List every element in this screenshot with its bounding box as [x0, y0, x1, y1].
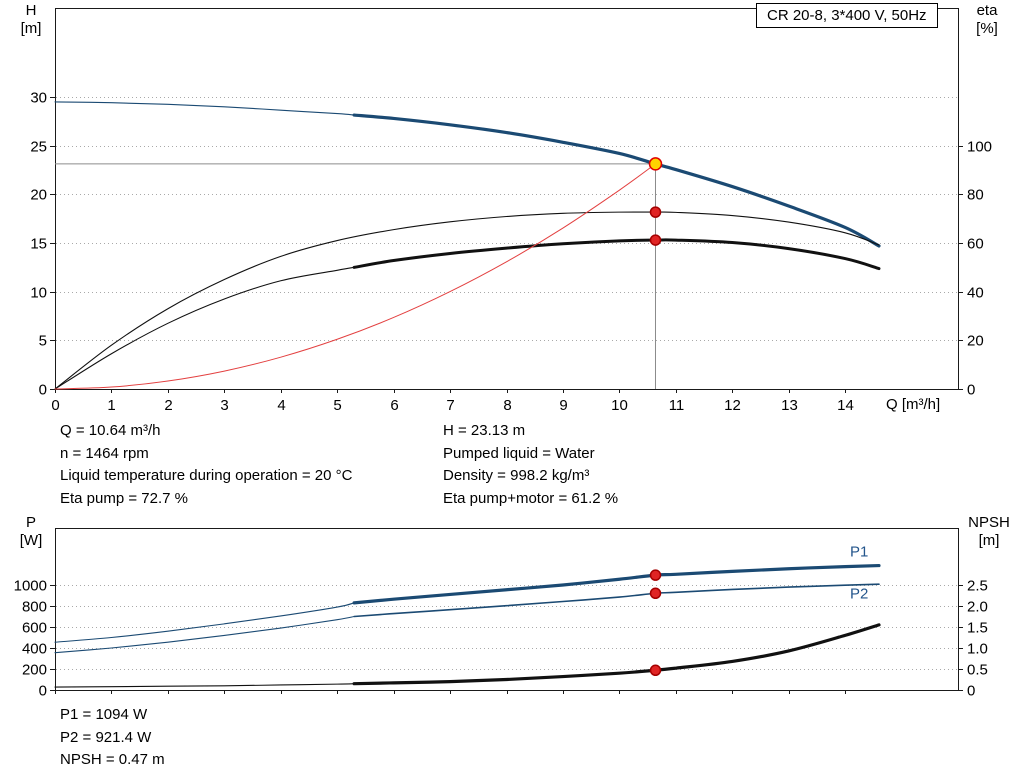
power-npsh-chart: 0 200 400 600 800 1000 0 0.5 1.0 1.5 2.0 2.5 P1 P2 — [14, 528, 988, 700]
p2-point — [649, 587, 662, 600]
p1-point — [649, 569, 662, 581]
head-axis-symbol: H — [25, 2, 37, 19]
npsh-text: NPSH = 0.47 m — [60, 751, 165, 769]
p1-curve — [352, 563, 881, 605]
eta-pump-curve — [54, 211, 880, 390]
svg-text:8: 8 — [503, 397, 511, 414]
svg-text:800: 800 — [22, 599, 47, 616]
pump-model-title: CR 20-8, 3*400 V, 50Hz — [756, 3, 938, 28]
svg-text:2.0: 2.0 — [967, 599, 988, 616]
power-axis-unit: [W] — [19, 532, 43, 549]
npsh-axis-title: NPSH [m] — [960, 514, 1018, 550]
operating-point[interactable] — [648, 157, 663, 171]
eta-pump-motor-text: Eta pump+motor = 61.2 % — [443, 489, 619, 507]
p1-curve-thin — [54, 602, 355, 643]
duty-head-text: H = 23.13 m — [443, 422, 526, 439]
eta-pump-point — [649, 206, 662, 218]
power-axis-symbol: P — [25, 514, 36, 531]
system-curve — [54, 163, 656, 390]
npsh-axis-symbol: NPSH — [968, 514, 1010, 531]
eta-axis-symbol: eta — [976, 2, 998, 19]
curve-label-p2: P2 — [850, 585, 868, 602]
svg-text:14: 14 — [837, 397, 854, 414]
duty-info-left: Q = 10.64 m³/h n = 1464 rpm Liquid tempe… — [60, 420, 352, 510]
head-curve-thin — [54, 101, 355, 116]
svg-text:2: 2 — [164, 397, 172, 414]
eta-axis-title: eta [%] — [964, 2, 1010, 38]
svg-text:60: 60 — [967, 236, 984, 253]
svg-text:1.0: 1.0 — [967, 641, 988, 658]
p1-text: P1 = 1094 W — [60, 706, 148, 723]
svg-text:40: 40 — [967, 285, 984, 302]
svg-text:1.5: 1.5 — [967, 620, 988, 637]
svg-text:5: 5 — [333, 397, 341, 414]
head-axis-title: H [m] — [11, 2, 51, 38]
duty-flow-text: Q = 10.64 m³/h — [60, 422, 161, 439]
p2-curve-thin — [54, 615, 355, 654]
eta-pump-motor-curve — [352, 238, 881, 271]
speed-text: n = 1464 rpm — [60, 444, 149, 462]
p2-text: P2 = 921.4 W — [60, 728, 152, 746]
density-text: Density = 998.2 kg/m³ — [443, 467, 590, 485]
svg-text:0: 0 — [51, 397, 59, 414]
svg-text:3: 3 — [220, 397, 228, 414]
svg-text:15: 15 — [30, 236, 47, 253]
eta-pump-text: Eta pump = 72.7 % — [60, 489, 188, 507]
svg-text:6: 6 — [390, 397, 398, 414]
svg-text:0: 0 — [967, 683, 975, 700]
svg-text:5: 5 — [39, 333, 47, 350]
head-axis-unit: [m] — [20, 20, 42, 37]
svg-text:12: 12 — [724, 397, 741, 414]
svg-text:0.5: 0.5 — [967, 662, 988, 679]
liquid-temperature-text: Liquid temperature during operation = 20… — [60, 467, 353, 485]
svg-text:600: 600 — [22, 620, 47, 637]
npsh-point — [649, 664, 662, 677]
eta-axis-unit: [%] — [976, 20, 998, 37]
eta-pump-motor-point — [649, 234, 662, 246]
svg-text:200: 200 — [22, 662, 47, 679]
npsh-curve — [352, 623, 881, 686]
svg-text:0: 0 — [967, 382, 975, 399]
pumped-liquid-text: Pumped liquid = Water — [443, 444, 595, 462]
svg-text:0: 0 — [39, 683, 47, 700]
svg-text:4: 4 — [277, 397, 285, 414]
duty-info-right: H = 23.13 m Pumped liquid = Water Densit… — [443, 420, 618, 510]
svg-text:1: 1 — [107, 397, 115, 414]
svg-text:0: 0 — [39, 382, 47, 399]
power-axis-title: P [W] — [11, 514, 51, 550]
svg-text:10: 10 — [30, 285, 47, 302]
svg-text:9: 9 — [559, 397, 567, 414]
eta-pump-motor-thin — [54, 266, 355, 390]
svg-text:30: 30 — [30, 90, 47, 107]
svg-text:20: 20 — [967, 333, 984, 350]
npsh-curve-thin — [54, 683, 355, 688]
svg-text:1000: 1000 — [14, 578, 47, 595]
svg-text:100: 100 — [967, 139, 992, 156]
flow-axis-label: Q [m³/h] — [886, 396, 941, 413]
svg-text:80: 80 — [967, 187, 984, 204]
svg-text:20: 20 — [30, 187, 47, 204]
svg-text:13: 13 — [781, 397, 798, 414]
npsh-axis-unit: [m] — [978, 532, 1000, 549]
svg-text:10: 10 — [611, 397, 628, 414]
svg-text:25: 25 — [30, 139, 47, 156]
head-curve — [352, 113, 881, 248]
svg-text:11: 11 — [669, 397, 685, 414]
p2-curve — [353, 583, 880, 618]
svg-text:400: 400 — [22, 641, 47, 658]
curve-label-p1: P1 — [850, 543, 868, 560]
power-info: P1 = 1094 W P2 = 921.4 W NPSH = 0.47 m — [60, 704, 165, 772]
svg-text:2.5: 2.5 — [967, 578, 988, 595]
svg-text:7: 7 — [446, 397, 454, 414]
